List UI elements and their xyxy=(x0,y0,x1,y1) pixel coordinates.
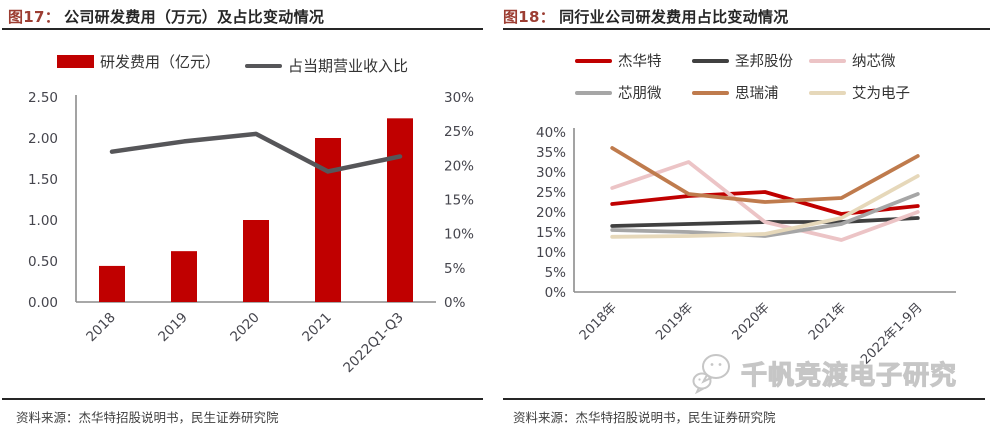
legend-label: 芯朋微 xyxy=(618,86,662,102)
legend-line-swatch xyxy=(245,63,282,68)
left-axis-tick-label: 1.50 xyxy=(28,172,58,188)
legend-line-swatch xyxy=(809,90,846,95)
panel-fig18: 图18： 同行业公司研发费用占比变动情况 杰华特 圣邦股份 纳芯微芯朋微 思瑞浦 艾为电子… xyxy=(495,0,990,428)
legend-label: 杰华特 xyxy=(618,54,662,70)
bar-2021 xyxy=(315,138,341,302)
y-axis-tick-label: 20% xyxy=(536,205,566,221)
legend-line-swatch xyxy=(575,58,612,63)
right-axis-tick-label: 20% xyxy=(444,158,474,174)
legend-item: 艾为电子 xyxy=(809,82,910,103)
chat-bubbles-icon xyxy=(692,354,730,394)
legend-line-swatch xyxy=(692,90,729,95)
left-axis-tick-label: 2.00 xyxy=(28,131,58,147)
fig17-title-text: 公司研发费用（万元）及占比变动情况 xyxy=(64,8,325,26)
legend-line-swatch xyxy=(575,90,612,95)
ratio-line xyxy=(109,131,403,174)
series-line-思瑞浦 xyxy=(610,146,920,204)
fig18-title-tag: 图18： xyxy=(503,8,556,26)
fig18-source: 资料来源：杰华特招股说明书，民生证券研究院 xyxy=(513,410,776,425)
y-axis-tick-label: 15% xyxy=(536,225,566,241)
bar-2018 xyxy=(99,265,125,302)
legend-label: 思瑞浦 xyxy=(735,86,779,102)
legend-label: 研发费用（亿元） xyxy=(100,53,221,71)
x-tick-label: 2021 xyxy=(299,310,335,346)
fig17-chart: 0.00 0.50 1.00 1.50 2.00 2.50 0% 5% 10% 15% 20% 25%… xyxy=(28,90,474,377)
y-axis-tick-label: 25% xyxy=(536,185,566,201)
right-axis-tick-label: 0% xyxy=(444,295,466,311)
x-tick-label: 2022Q1-Q3 xyxy=(340,310,407,377)
y-axis-tick-label: 5% xyxy=(545,265,567,281)
legend-bar-swatch xyxy=(57,55,94,68)
bar-2020 xyxy=(243,220,269,302)
left-axis-tick-label: 0.00 xyxy=(28,295,58,311)
bar-2022Q1-Q3 xyxy=(387,118,413,302)
fig17-source-divider xyxy=(2,398,483,400)
bar-2019 xyxy=(171,251,197,302)
series-line-芯朋微 xyxy=(610,192,920,238)
fig17-title: 图17： 公司研发费用（万元）及占比变动情况 xyxy=(8,6,324,27)
y-axis-tick-label: 0% xyxy=(545,285,567,301)
x-tick-label: 2020年 xyxy=(730,300,773,343)
legend-item: 研发费用（亿元） xyxy=(57,51,220,72)
right-axis-tick-label: 15% xyxy=(444,193,474,209)
y-axis-tick-label: 30% xyxy=(536,165,566,181)
legend-label: 圣邦股份 xyxy=(735,54,793,70)
legend-item: 占当期营业收入比 xyxy=(245,55,408,76)
x-tick-label: 2018 xyxy=(83,310,119,346)
fig18-title-underline xyxy=(503,28,990,30)
series-line-艾为电子 xyxy=(610,174,920,239)
legend-label: 艾为电子 xyxy=(852,86,910,102)
fig18-source-divider xyxy=(503,398,985,400)
right-axis-tick-label: 25% xyxy=(444,124,474,140)
x-tick-label: 2019 xyxy=(155,310,191,346)
fig18-chart: 0% 5% 10% 15% 20% 25% 30% 35% 40% 2018年 2019年 2020年… xyxy=(536,125,956,368)
watermark: 千帆竞渡电子研究 xyxy=(691,352,957,394)
watermark-text: 千帆竞渡电子研究 xyxy=(740,360,958,391)
legend-line-swatch xyxy=(692,58,729,63)
x-tick-label: 2019年 xyxy=(653,300,696,343)
legend-item: 纳芯微 xyxy=(809,50,896,71)
y-axis-tick-label: 40% xyxy=(536,125,566,141)
legend-item: 芯朋微 xyxy=(575,82,662,103)
right-axis-tick-label: 5% xyxy=(444,261,466,277)
fig17-title-tag: 图17： xyxy=(8,8,61,26)
right-axis-tick-label: 10% xyxy=(444,227,474,243)
right-axis-tick-label: 30% xyxy=(444,90,474,106)
x-tick-label: 2022年1-9月 xyxy=(858,300,925,367)
y-axis-tick-label: 10% xyxy=(536,245,566,261)
x-tick-label: 2021年 xyxy=(806,300,849,343)
legend-line-swatch xyxy=(809,58,846,63)
legend-item: 思瑞浦 xyxy=(692,82,779,103)
y-axis-tick-label: 35% xyxy=(536,145,566,161)
legend-item: 杰华特 xyxy=(575,50,662,71)
series-line-纳芯微 xyxy=(610,160,920,242)
left-axis-tick-label: 2.50 xyxy=(28,90,58,106)
fig17-title-underline xyxy=(2,28,483,30)
fig17-source: 资料来源：杰华特招股说明书，民生证券研究院 xyxy=(16,410,279,425)
fig18-title: 图18： 同行业公司研发费用占比变动情况 xyxy=(503,6,789,27)
legend-label: 纳芯微 xyxy=(852,54,896,70)
panel-fig17: 图17： 公司研发费用（万元）及占比变动情况 研发费用（亿元） 占当期营业收入比 0… xyxy=(2,6,483,425)
x-tick-label: 2020 xyxy=(227,310,263,346)
left-axis-tick-label: 1.00 xyxy=(28,213,58,229)
series-line-杰华特 xyxy=(610,190,920,216)
x-tick-label: 2018年 xyxy=(577,300,620,343)
left-axis-tick-label: 0.50 xyxy=(28,254,58,270)
fig18-title-text: 同行业公司研发费用占比变动情况 xyxy=(559,8,789,26)
legend-label: 占当期营业收入比 xyxy=(288,57,409,75)
legend-item: 圣邦股份 xyxy=(692,50,793,71)
